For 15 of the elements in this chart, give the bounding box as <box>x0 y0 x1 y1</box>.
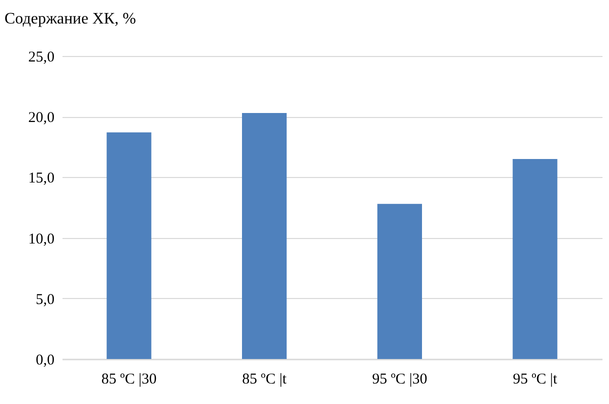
x-tick-label: 95 ºC |30 <box>372 372 428 388</box>
y-tick-label: 0,0 <box>36 352 54 368</box>
x-tick-label: 85 ºC |30 <box>101 372 157 388</box>
x-tick-label: 95 ºC |t <box>512 372 558 388</box>
y-tick-label: 5,0 <box>36 292 54 308</box>
bar <box>106 132 152 359</box>
x-tick-label: 85 ºC |t <box>242 372 288 388</box>
y-tick-label: 10,0 <box>28 231 54 248</box>
y-tick-label: 25,0 <box>28 50 54 66</box>
bar <box>512 159 558 359</box>
bar <box>377 204 422 359</box>
bar <box>242 112 287 359</box>
y-tick-label: 20,0 <box>28 110 54 126</box>
y-axis-title: Содержание ХК, % <box>4 10 136 28</box>
y-tick-label: 15,0 <box>28 170 54 187</box>
